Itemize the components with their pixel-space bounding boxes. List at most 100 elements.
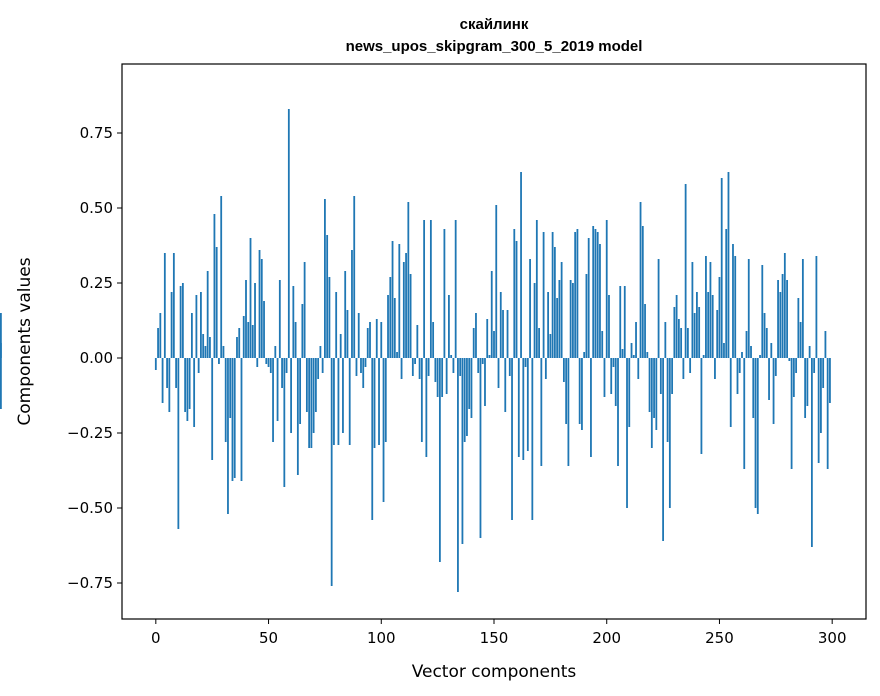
bar	[389, 277, 392, 358]
bar	[287, 109, 290, 358]
x-tick-label: 300	[818, 629, 847, 647]
bar	[804, 358, 807, 418]
bar	[310, 358, 313, 448]
bar	[513, 229, 516, 358]
bar	[362, 358, 365, 388]
bar	[810, 358, 813, 547]
bar	[677, 319, 680, 358]
bar	[425, 358, 428, 457]
bar	[283, 358, 286, 487]
bar	[657, 259, 660, 358]
bar	[718, 277, 721, 358]
bar	[427, 358, 430, 376]
bar	[506, 310, 509, 358]
bar	[436, 358, 439, 397]
bar	[301, 304, 304, 358]
bar	[562, 358, 565, 382]
bar	[317, 358, 320, 379]
bar	[714, 358, 716, 379]
bar	[0, 358, 2, 409]
bar	[339, 334, 342, 358]
bar	[497, 358, 500, 388]
bar	[163, 253, 166, 358]
bar	[797, 298, 800, 358]
bar	[829, 358, 831, 403]
bar	[691, 262, 694, 358]
bar	[673, 307, 676, 358]
bar	[454, 220, 457, 358]
chart-title: скайлинк	[460, 16, 529, 33]
bar	[418, 358, 421, 379]
y-tick-label: −0.75	[67, 574, 113, 592]
bar	[556, 298, 559, 358]
bar	[405, 253, 407, 358]
bar	[423, 220, 426, 358]
bar	[481, 358, 484, 364]
bar	[353, 196, 356, 358]
bar	[705, 256, 707, 358]
bar	[231, 358, 234, 481]
bar	[517, 358, 520, 457]
bar	[738, 358, 741, 373]
bar	[495, 205, 498, 358]
bar	[702, 355, 705, 358]
bar	[529, 259, 531, 358]
bar	[741, 352, 743, 358]
bar	[267, 358, 270, 367]
bar	[265, 358, 268, 364]
bar	[245, 280, 247, 358]
bar	[698, 307, 701, 358]
bar	[477, 358, 480, 373]
bar	[319, 346, 322, 358]
y-axis-label: Components values	[15, 257, 35, 425]
bar	[202, 334, 205, 358]
bar	[0, 313, 2, 358]
bar	[411, 358, 414, 376]
bar	[772, 358, 775, 424]
bar	[743, 358, 746, 469]
bar	[813, 358, 816, 373]
bar	[177, 358, 180, 529]
bar	[693, 313, 696, 358]
bar	[470, 358, 473, 418]
bar	[294, 322, 297, 358]
bar	[750, 346, 752, 358]
bar	[420, 358, 423, 442]
bar	[524, 358, 527, 367]
bar	[416, 325, 419, 358]
x-axis-label: Vector components	[412, 662, 577, 682]
bar	[542, 232, 545, 358]
bar	[278, 280, 281, 358]
bar	[364, 358, 367, 367]
bar	[605, 220, 608, 358]
bar	[644, 304, 646, 358]
bar	[574, 232, 577, 358]
bar	[736, 358, 739, 394]
bar	[666, 358, 669, 442]
x-tick-label: 100	[367, 629, 396, 647]
bar	[551, 232, 554, 358]
bar	[754, 358, 757, 508]
bar	[272, 358, 274, 442]
bar	[815, 256, 818, 358]
bar	[549, 334, 552, 358]
bar	[560, 262, 563, 358]
bar	[400, 358, 403, 379]
bar	[373, 358, 376, 448]
bar	[599, 244, 601, 358]
chart-subtitle: news_upos_skipgram_300_5_2019 model	[346, 38, 643, 55]
bar	[608, 295, 610, 358]
bar	[236, 337, 238, 358]
bar	[274, 346, 277, 358]
bar	[190, 313, 193, 358]
y-tick-label: 0.00	[80, 349, 113, 367]
bar	[499, 292, 502, 358]
bar	[479, 358, 482, 538]
y-tick-label: −0.25	[67, 424, 113, 442]
bar	[752, 358, 755, 418]
bar	[720, 178, 723, 358]
bar	[759, 355, 761, 358]
bar	[337, 358, 340, 445]
bar	[612, 358, 615, 367]
